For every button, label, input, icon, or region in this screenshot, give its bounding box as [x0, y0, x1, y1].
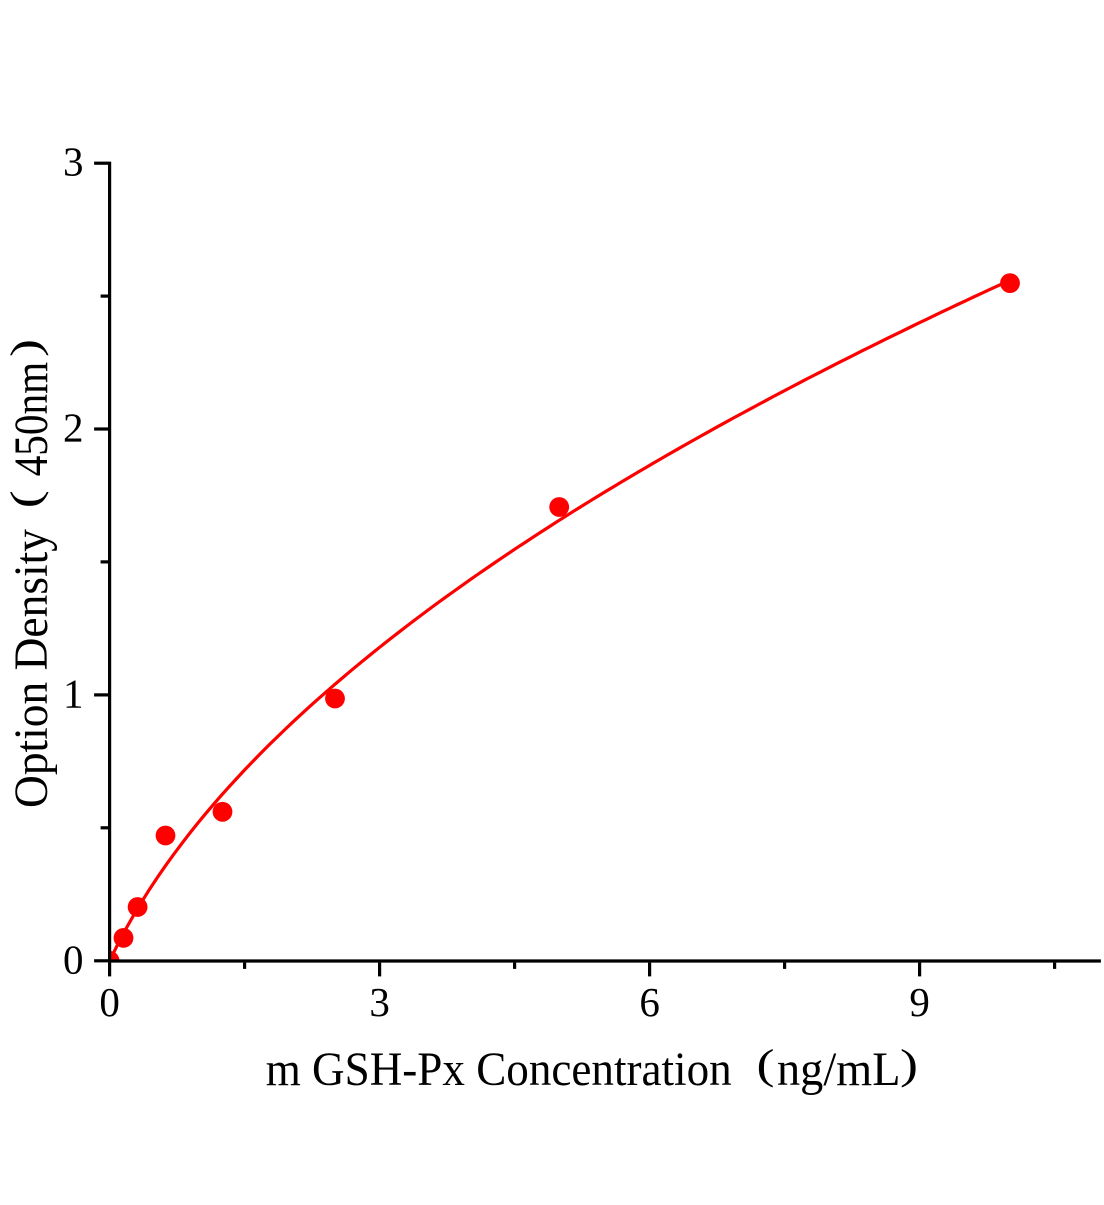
svg-text:6: 6 [639, 979, 660, 1025]
svg-text:): ) [900, 1043, 918, 1089]
svg-text:): ) [4, 339, 50, 357]
svg-text:3: 3 [369, 979, 390, 1025]
svg-text:(: ( [4, 490, 50, 508]
svg-text:(: ( [757, 1043, 775, 1089]
svg-text:2: 2 [63, 405, 84, 451]
svg-text:m GSH-Px Concentration: m GSH-Px Concentration [266, 1043, 732, 1096]
svg-text:1: 1 [63, 670, 84, 716]
svg-text:Option Density: Option Density [5, 529, 58, 808]
svg-text:0: 0 [63, 936, 84, 982]
svg-text:450nm: 450nm [5, 362, 58, 477]
svg-text:0: 0 [99, 979, 120, 1025]
svg-text:ng/mL: ng/mL [777, 1043, 901, 1096]
svg-text:3: 3 [63, 139, 84, 185]
svg-text:9: 9 [909, 979, 930, 1025]
